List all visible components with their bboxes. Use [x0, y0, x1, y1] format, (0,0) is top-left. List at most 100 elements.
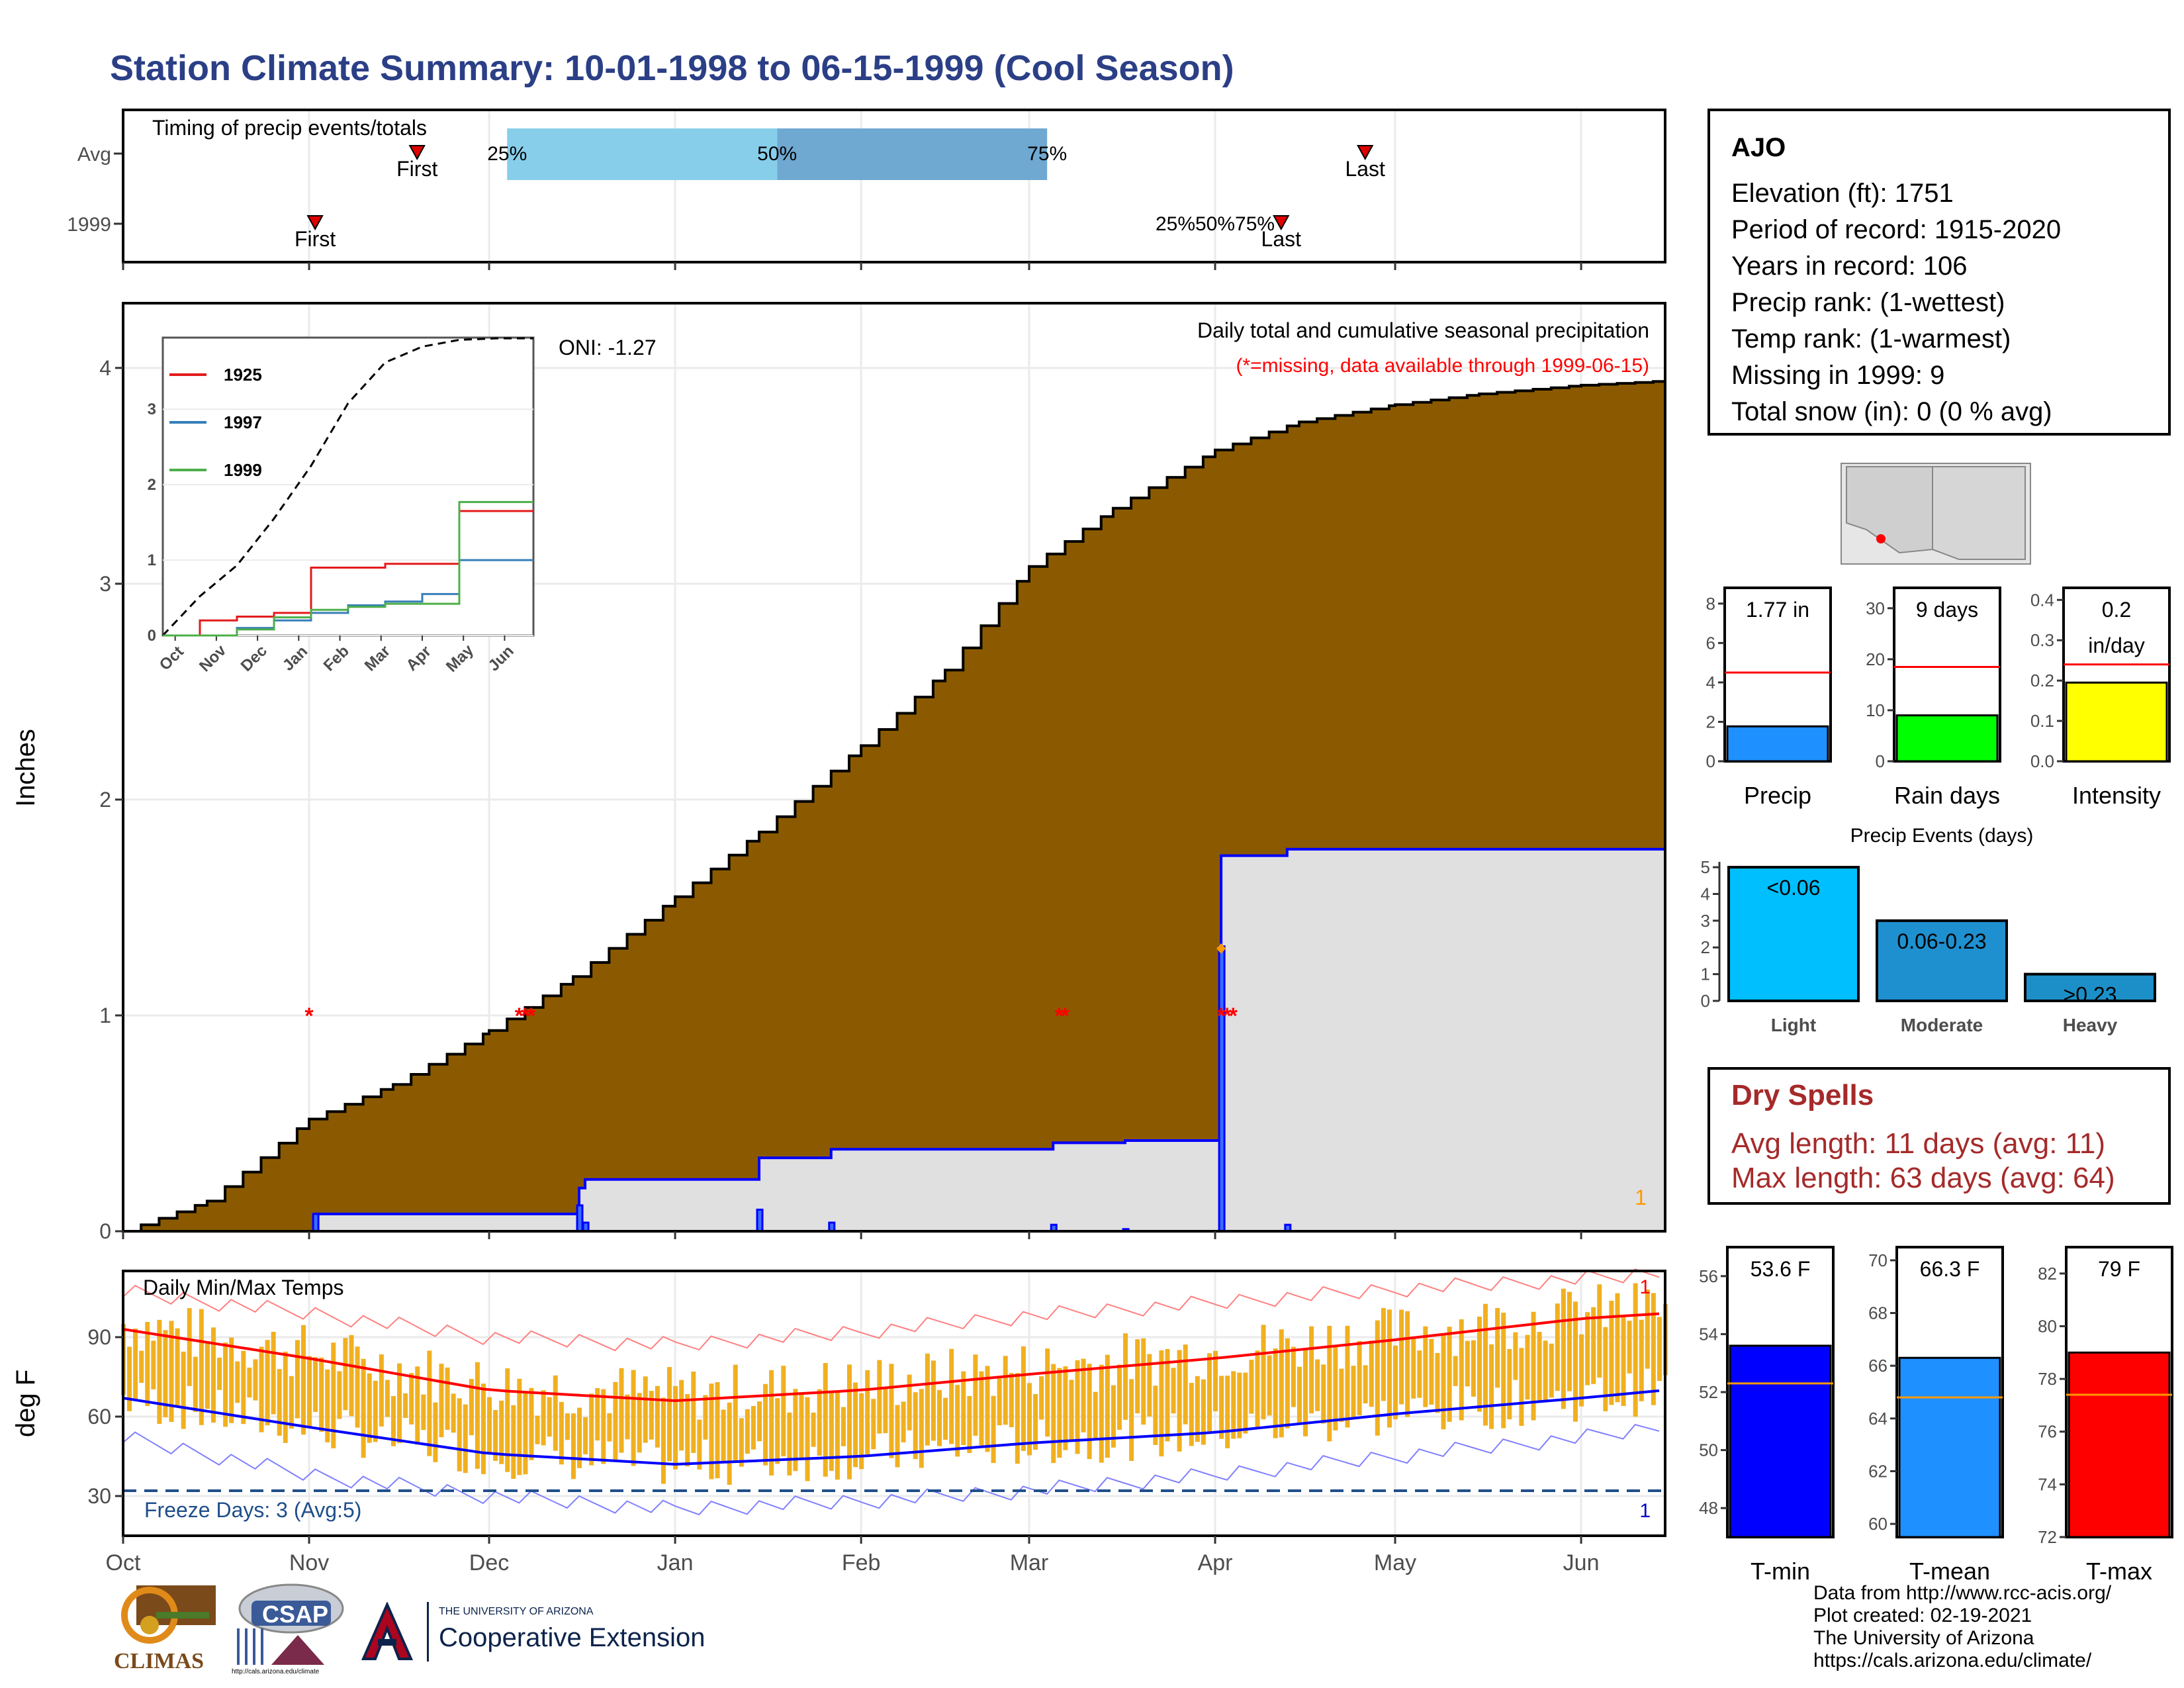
- timing-avg-50-label: 50%: [757, 143, 797, 165]
- daily-temp-bar: [127, 1346, 132, 1411]
- cumulative-1999-area: [123, 849, 1665, 1231]
- tmean-mini-y-tick-label: 62: [1868, 1461, 1888, 1481]
- daily-temp-bar: [1543, 1340, 1548, 1402]
- daily-temp-bar: [871, 1399, 876, 1450]
- tmean-mini-y-tick-label: 68: [1868, 1303, 1888, 1323]
- timing-avg-last-marker: [1357, 145, 1374, 161]
- daily-temp-bar: [229, 1337, 234, 1423]
- daily-temp-bar: [1645, 1289, 1650, 1369]
- daily-temp-bar: [1105, 1354, 1110, 1458]
- temp-count-top: 1: [1639, 1276, 1651, 1298]
- temp-x-tick-label: Nov: [289, 1550, 329, 1575]
- daily-temp-bar: [169, 1321, 174, 1422]
- daily-temp-bar: [847, 1364, 852, 1479]
- daily-temp-bar: [1069, 1380, 1074, 1440]
- daily-temp-bar: [1507, 1348, 1512, 1420]
- daily-temp-bar: [199, 1309, 204, 1425]
- daily-temp-bar: [1135, 1339, 1140, 1414]
- daily-temp-bar: [1483, 1303, 1488, 1426]
- events-title: Precip Events (days): [1850, 825, 2034, 847]
- daily-temp-bar: [1411, 1338, 1416, 1399]
- intensity-mini-bar: [2065, 681, 2168, 763]
- daily-temp-bar: [1165, 1348, 1170, 1442]
- daily-temp-bar: [955, 1385, 960, 1457]
- daily-temp-bar: [631, 1370, 636, 1466]
- station-period: Period of record: 1915-2020: [1731, 215, 2062, 244]
- missing-day-marker: *: [1223, 1004, 1232, 1029]
- daily-precip-bar: [756, 1208, 764, 1233]
- raindays-mini-y-tick-label: 0: [1876, 751, 1885, 771]
- tmax-mini-y-tick-label: 74: [2038, 1474, 2057, 1494]
- daily-temp-bar: [445, 1367, 450, 1430]
- dry-spells-title: Dry Spells: [1731, 1079, 1874, 1111]
- daily-temp-bar: [1099, 1364, 1104, 1463]
- daily-temp-bar: [1081, 1358, 1086, 1432]
- daily-temp-bar: [925, 1353, 930, 1446]
- daily-temp-bar: [487, 1397, 492, 1454]
- daily-temp-bar: [1429, 1338, 1434, 1405]
- daily-temp-bar: [991, 1395, 996, 1464]
- daily-temp-bar: [151, 1340, 156, 1389]
- daily-temp-bar: [1513, 1332, 1518, 1380]
- daily-temp-bar: [271, 1331, 276, 1415]
- precip-mini-y-tick-label: 4: [1706, 673, 1715, 692]
- daily-temp-bar: [619, 1368, 624, 1453]
- daily-temp-bar: [793, 1389, 798, 1472]
- station-missing: Missing in 1999: 9: [1731, 361, 1945, 390]
- temp-x-tick-label: Dec: [469, 1550, 509, 1575]
- timing-avg-first-marker: [408, 145, 426, 161]
- tmax-mini-bar: [2068, 1351, 2171, 1538]
- daily-temp-bar: [1075, 1360, 1080, 1454]
- daily-temp-bar: [480, 1383, 486, 1474]
- ua-divider: [427, 1602, 429, 1662]
- tmean-mini-y-tick-label: 70: [1868, 1250, 1888, 1270]
- daily-temp-bar: [1435, 1352, 1440, 1413]
- daily-temp-bar: [1339, 1368, 1344, 1422]
- daily-temp-bar: [145, 1322, 150, 1407]
- credit-data-source: Data from http://www.rcc-acis.org/: [1813, 1582, 2112, 1604]
- events-y-tick-label: 5: [1701, 857, 1710, 877]
- daily-temp-bar: [331, 1342, 336, 1448]
- precip-mini-label: Precip: [1744, 782, 1811, 809]
- daily-temp-bar: [1567, 1291, 1572, 1391]
- credit-created: Plot created: 02-19-2021: [1813, 1605, 2032, 1626]
- tmean-mini-value: 66.3 F: [1920, 1257, 1980, 1281]
- daily-temp-bar: [1357, 1340, 1362, 1416]
- intensity-mini-value-line2: in/day: [2088, 633, 2144, 657]
- daily-temp-bar: [1351, 1366, 1356, 1419]
- daily-temp-bar: [973, 1354, 978, 1436]
- daily-temp-bar: [157, 1319, 162, 1425]
- daily-temp-bar: [1159, 1350, 1164, 1457]
- daily-temp-bar: [1129, 1379, 1134, 1462]
- precip-mini-y-tick-label: 8: [1706, 594, 1715, 614]
- temp-x-tick-label: Mar: [1010, 1550, 1049, 1575]
- daily-temp-bar: [570, 1413, 576, 1479]
- daily-temp-bar: [913, 1392, 918, 1460]
- daily-precip-bar: [312, 1213, 320, 1233]
- daily-temp-bar: [1213, 1350, 1218, 1412]
- daily-temp-bar: [1537, 1332, 1542, 1403]
- daily-temp-bar: [1561, 1288, 1566, 1409]
- main-panel-frame: [122, 302, 1666, 1233]
- daily-temp-bar: [277, 1369, 282, 1436]
- daily-temp-bar: [1297, 1366, 1302, 1425]
- intensity-mini-y-tick-label: 0.1: [2030, 711, 2054, 731]
- tmean-mini-label: T-mean: [1909, 1558, 1990, 1585]
- timing-1999-first-marker: [306, 215, 324, 231]
- daily-temp-bar: [967, 1395, 972, 1454]
- daily-temp-bar: [505, 1368, 510, 1472]
- daily-temp-bar: [685, 1393, 690, 1467]
- daily-temp-bar: [787, 1412, 792, 1476]
- daily-temp-bar: [325, 1369, 330, 1442]
- daily-temp-bar: [1549, 1343, 1554, 1398]
- daily-temp-bar: [1141, 1338, 1146, 1425]
- raindays-mini-y-tick-label: 30: [1866, 598, 1885, 618]
- daily-temp-bar: [859, 1393, 864, 1470]
- credits: Data from http://www.rcc-acis.org/ Plot …: [1813, 1582, 2111, 1672]
- timing-1999-last-label: Last: [1261, 227, 1302, 251]
- tmin-mini-bar: [1729, 1344, 1832, 1538]
- daily-temp-bar: [1177, 1350, 1182, 1452]
- daily-temp-bar: [415, 1366, 420, 1445]
- daily-temp-bar: [865, 1370, 870, 1456]
